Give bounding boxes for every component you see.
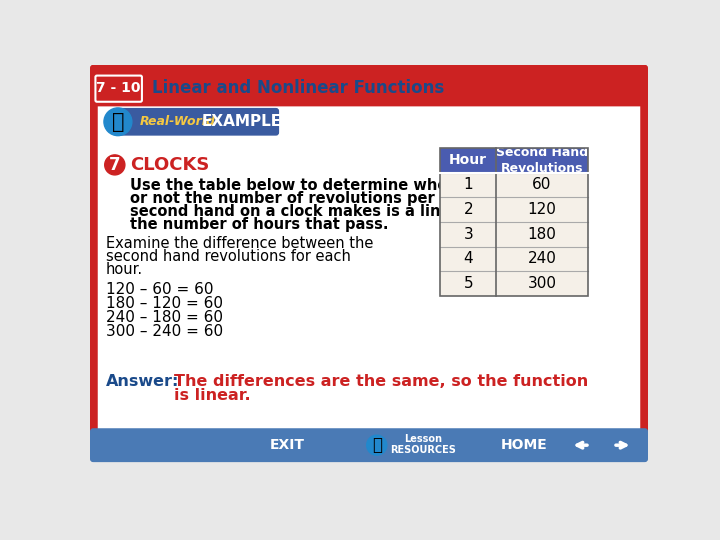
Text: Real-World: Real-World	[140, 115, 215, 129]
Text: Hour: Hour	[449, 153, 487, 167]
Text: 180 – 120 = 60: 180 – 120 = 60	[106, 296, 222, 311]
Text: 🌍: 🌍	[372, 436, 382, 454]
Text: Lesson
RESOURCES: Lesson RESOURCES	[390, 434, 456, 455]
FancyBboxPatch shape	[96, 76, 142, 102]
Text: 5: 5	[464, 276, 473, 291]
Text: second hand revolutions for each: second hand revolutions for each	[106, 249, 351, 264]
Text: Use the table below to determine whether: Use the table below to determine whether	[130, 178, 482, 193]
Circle shape	[366, 435, 387, 455]
Bar	[93, 431, 645, 445]
Bar	[441, 197, 588, 222]
FancyBboxPatch shape	[90, 65, 648, 106]
Bar	[441, 173, 588, 197]
Text: 🌍: 🌍	[112, 112, 124, 132]
Text: 120: 120	[527, 202, 557, 217]
Text: 2: 2	[464, 202, 473, 217]
Text: 7 - 10: 7 - 10	[96, 81, 141, 95]
Text: 240: 240	[527, 251, 557, 266]
FancyBboxPatch shape	[90, 88, 648, 461]
Text: 3: 3	[464, 227, 473, 242]
FancyBboxPatch shape	[98, 96, 640, 453]
Bar	[441, 222, 588, 247]
Text: Second Hand
Revolutions: Second Hand Revolutions	[496, 146, 588, 175]
Text: CLOCKS: CLOCKS	[130, 156, 210, 174]
Text: 60: 60	[532, 178, 552, 192]
Text: Linear and Nonlinear Functions: Linear and Nonlinear Functions	[152, 79, 444, 97]
Text: 180: 180	[527, 227, 557, 242]
Text: 7: 7	[109, 156, 121, 174]
Text: 120 – 60 = 60: 120 – 60 = 60	[106, 282, 213, 297]
Text: hour.: hour.	[106, 262, 143, 277]
Bar	[441, 247, 588, 271]
Text: or not the number of revolutions per hour that the: or not the number of revolutions per hou…	[130, 191, 551, 206]
Bar	[441, 148, 588, 173]
Text: 300: 300	[527, 276, 557, 291]
Text: HOME: HOME	[500, 438, 547, 452]
Bar	[441, 148, 588, 296]
Text: 240 – 180 = 60: 240 – 180 = 60	[106, 309, 222, 325]
Text: second hand on a clock makes is a linear function of: second hand on a clock makes is a linear…	[130, 204, 563, 219]
Bar	[93, 85, 645, 103]
Text: EXIT: EXIT	[270, 438, 305, 452]
Circle shape	[104, 108, 132, 136]
Bar	[441, 271, 588, 296]
Text: is linear.: is linear.	[174, 388, 251, 403]
FancyBboxPatch shape	[118, 108, 279, 136]
Text: 1: 1	[464, 178, 473, 192]
Text: the number of hours that pass.: the number of hours that pass.	[130, 217, 389, 232]
Text: The differences are the same, so the function: The differences are the same, so the fun…	[174, 374, 588, 389]
Circle shape	[104, 155, 125, 175]
Text: Answer:: Answer:	[106, 374, 179, 389]
Text: 4: 4	[464, 251, 473, 266]
Text: Examine the difference between the: Examine the difference between the	[106, 236, 373, 251]
FancyBboxPatch shape	[90, 428, 648, 462]
Text: EXAMPLE: EXAMPLE	[202, 114, 282, 129]
Text: 300 – 240 = 60: 300 – 240 = 60	[106, 323, 222, 339]
